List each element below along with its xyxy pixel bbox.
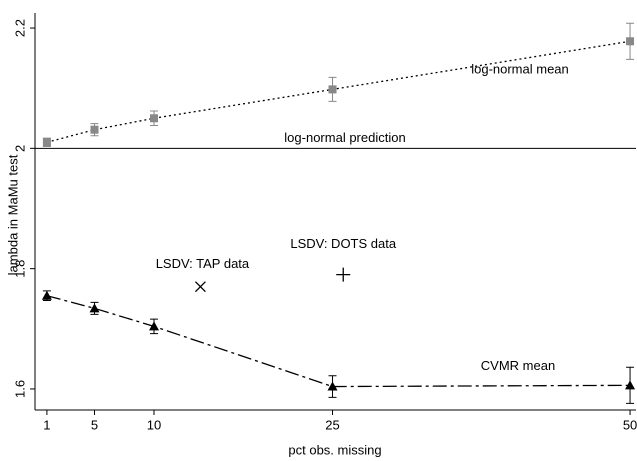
reference-label: log-normal prediction (284, 130, 405, 145)
series-label: log-normal mean (471, 62, 569, 77)
x-tick-label: 1 (43, 417, 50, 432)
series-label: CVMR mean (481, 358, 555, 373)
marker (90, 125, 99, 134)
point-marker (194, 281, 206, 293)
y-tick-label: 2.2 (12, 19, 27, 37)
marker (327, 381, 338, 391)
x-tick-label: 10 (147, 417, 161, 432)
y-tick-label: 2 (12, 145, 27, 152)
marker (89, 303, 100, 313)
point-marker (336, 267, 351, 282)
point-label: LSDV: DOTS data (290, 236, 396, 251)
y-tick-label: 1.8 (12, 260, 27, 278)
marker (41, 290, 52, 300)
marker (150, 114, 159, 123)
marker (42, 138, 51, 147)
x-tick-label: 50 (623, 417, 637, 432)
marker (625, 380, 636, 390)
marker (328, 85, 337, 94)
x-axis-label: pct obs. missing (288, 442, 381, 457)
point-label: LSDV: TAP data (156, 256, 250, 271)
y-axis-label: lambda in MaMu test (5, 154, 20, 275)
x-tick-label: 25 (325, 417, 339, 432)
marker (149, 321, 160, 331)
y-tick-label: 1.6 (12, 380, 27, 398)
series-line (46, 40, 631, 143)
marker (626, 37, 635, 46)
x-tick-label: 5 (91, 417, 98, 432)
